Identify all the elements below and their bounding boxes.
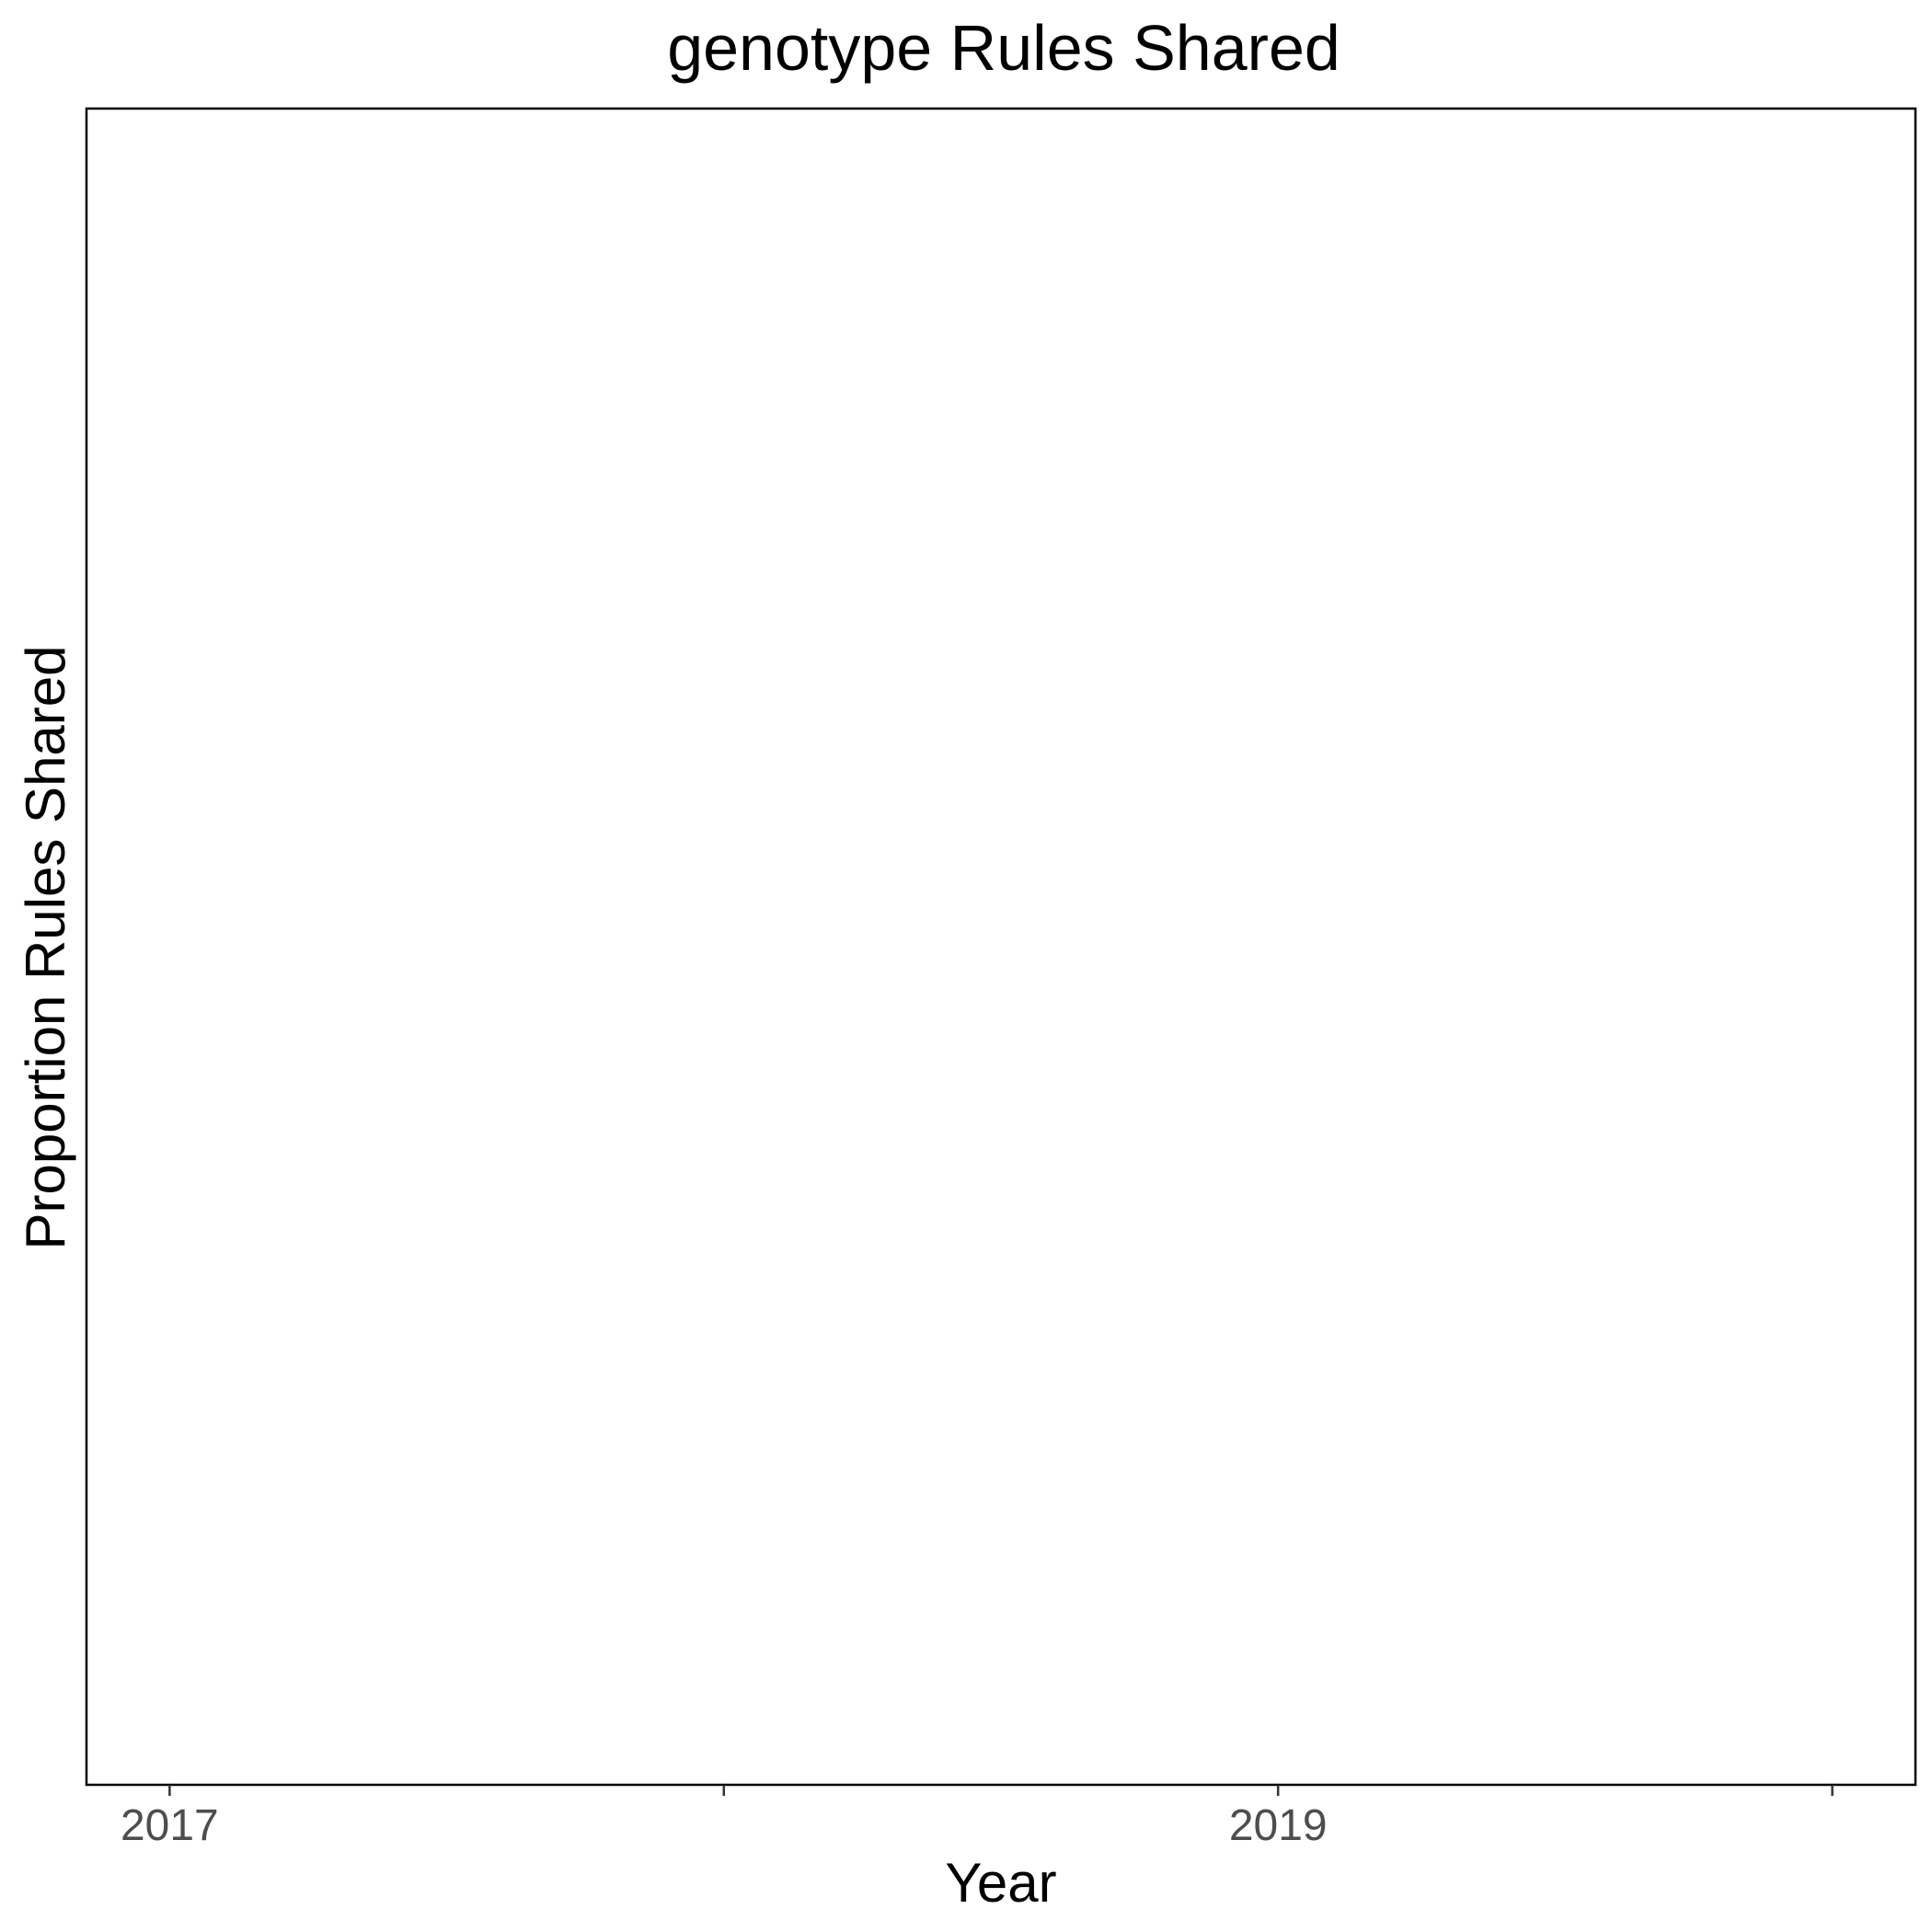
x-tick-label-2019: 2019 <box>1229 1801 1328 1850</box>
y-axis-label: Proportion Rules Shared <box>15 645 76 1249</box>
x-axis-tick-labels: 2017 2019 <box>121 1801 1328 1850</box>
chart-title: genotype Rules Shared <box>667 12 1340 84</box>
x-axis-label: Year <box>945 1852 1056 1914</box>
x-tick-label-2017: 2017 <box>121 1801 219 1850</box>
plot-panel <box>85 107 1917 1787</box>
x-axis-ticks <box>168 1785 1834 1796</box>
